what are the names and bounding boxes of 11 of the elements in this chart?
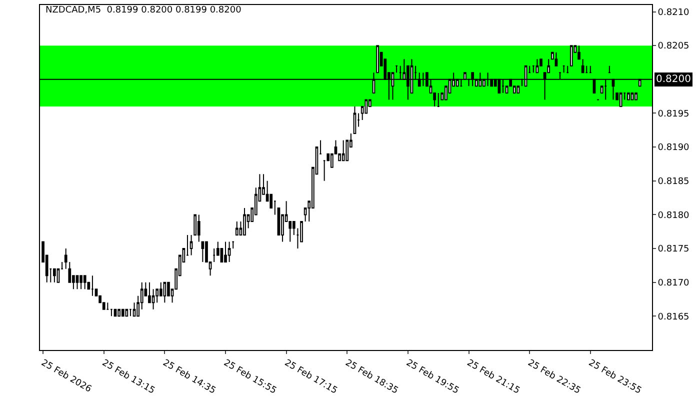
y-tick-label: 0.8165: [658, 312, 690, 322]
y-tick-label: 0.8205: [658, 42, 690, 52]
y-tick-label: 0.8180: [658, 210, 690, 221]
y-tick-label: 0.8210: [658, 8, 690, 18]
ref-line-label: 0.8200: [656, 74, 691, 85]
chart-title: NZDCAD,M5 0.8199 0.8200 0.8199 0.8200: [46, 5, 242, 16]
y-tick-label: 0.8190: [658, 143, 690, 154]
y-tick-label: 0.8195: [658, 109, 690, 120]
y-tick-label: 0.8175: [658, 244, 690, 255]
y-tick-label: 0.8185: [658, 177, 690, 188]
y-tick-label: 0.8170: [658, 278, 690, 288]
